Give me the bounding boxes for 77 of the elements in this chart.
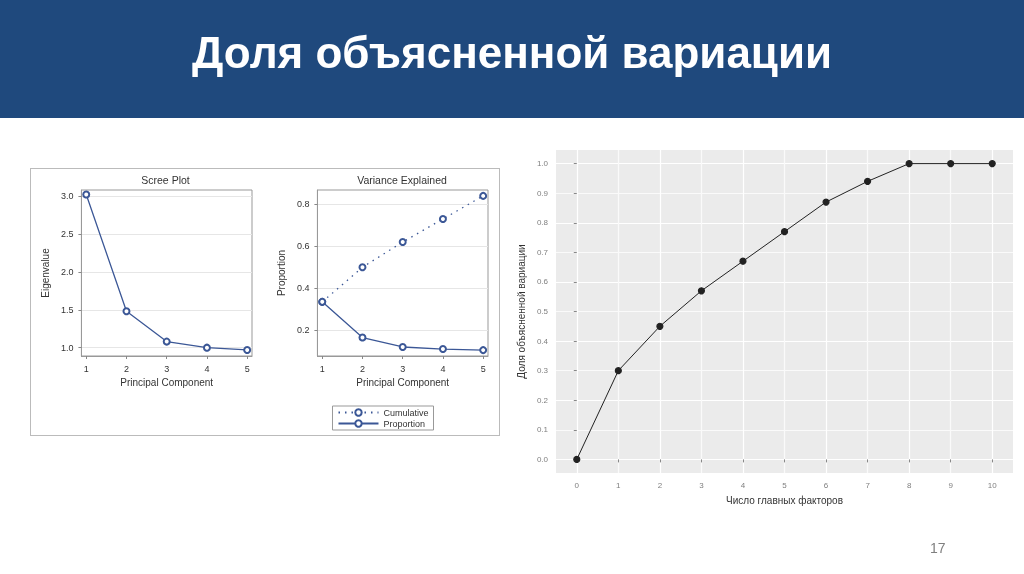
y-tick-label: 0.0 bbox=[536, 454, 549, 464]
point bbox=[988, 160, 996, 168]
x-tick-label: 4 bbox=[204, 363, 210, 374]
point bbox=[243, 345, 252, 354]
y-tick-label: 0.3 bbox=[536, 366, 549, 376]
x-tick-label: 5 bbox=[244, 363, 250, 374]
y-tick-label: 0.1 bbox=[536, 425, 549, 435]
point bbox=[122, 307, 131, 316]
point bbox=[479, 191, 488, 200]
x-tick-label: 2 bbox=[657, 480, 663, 490]
y-tick-label: 0.8 bbox=[536, 218, 549, 228]
y-tick-label: 2.5 bbox=[60, 228, 74, 239]
y-tick-label: 2.0 bbox=[60, 266, 74, 277]
point bbox=[739, 257, 747, 265]
point bbox=[822, 198, 830, 206]
x-tick-label: 10 bbox=[987, 480, 998, 490]
point bbox=[780, 228, 789, 236]
y-tick-label: 0.6 bbox=[536, 277, 549, 287]
point bbox=[573, 455, 581, 463]
y-tick-label: 1.5 bbox=[60, 304, 74, 315]
point bbox=[479, 346, 488, 355]
x-tick-label: 5 bbox=[480, 363, 486, 374]
point bbox=[864, 177, 872, 185]
y-tick-label: 0.5 bbox=[536, 307, 549, 316]
y-tick-label: 0.4 bbox=[536, 336, 549, 346]
x-axis-title: Principal Component bbox=[356, 377, 450, 389]
point bbox=[905, 160, 913, 168]
x-tick-label: 1 bbox=[83, 363, 89, 374]
y-axis-title: Proportion bbox=[275, 249, 287, 297]
x-tick-label: 3 bbox=[699, 480, 705, 490]
y-axis-title: Доля объясненной вариации bbox=[515, 244, 527, 379]
point bbox=[202, 343, 211, 352]
point bbox=[438, 214, 447, 223]
y-tick-label: 0.7 bbox=[536, 247, 549, 257]
y-tick-label: 0.8 bbox=[296, 199, 310, 210]
x-tick-label: 1 bbox=[319, 363, 325, 374]
y-tick-label: 1.0 bbox=[60, 342, 74, 353]
x-tick-label: 9 bbox=[948, 480, 954, 490]
y-tick-label: 1.0 bbox=[536, 159, 549, 169]
point bbox=[697, 287, 706, 295]
x-tick-label: 2 bbox=[123, 363, 129, 374]
point bbox=[398, 342, 407, 351]
x-axis-title: Principal Component bbox=[120, 377, 214, 389]
point bbox=[656, 322, 664, 330]
chart-title: Scree Plot bbox=[141, 173, 190, 186]
legend-label: Cumulative bbox=[383, 407, 429, 418]
y-tick-label: 0.2 bbox=[536, 395, 549, 405]
x-tick-label: 6 bbox=[823, 480, 829, 490]
y-tick-label: 3.0 bbox=[60, 191, 74, 202]
y-tick-label: 0.9 bbox=[536, 188, 549, 198]
point bbox=[358, 263, 367, 272]
x-tick-label: 2 bbox=[359, 363, 365, 374]
point bbox=[614, 367, 622, 375]
x-axis-title: Число главных факторов bbox=[726, 494, 843, 506]
chart-title: Variance Explained bbox=[357, 173, 447, 186]
x-tick-label: 4 bbox=[740, 480, 746, 490]
x-tick-label: 7 bbox=[865, 480, 871, 490]
text: 17 bbox=[930, 540, 946, 556]
x-tick-label: 3 bbox=[400, 363, 406, 374]
x-tick-label: 8 bbox=[906, 480, 912, 490]
point bbox=[438, 345, 447, 354]
point bbox=[162, 337, 171, 346]
legend-label: Proportion bbox=[383, 418, 426, 429]
x-tick-label: 4 bbox=[440, 363, 446, 374]
x-tick-label: 5 bbox=[782, 480, 788, 490]
x-tick-label: 0 bbox=[574, 480, 580, 490]
text: Доля объясненной вариации bbox=[190, 28, 833, 78]
y-axis-title: Eigenvalue bbox=[39, 247, 51, 298]
y-tick-label: 0.6 bbox=[296, 241, 310, 252]
x-tick-label: 3 bbox=[164, 363, 170, 374]
point bbox=[82, 190, 91, 199]
y-tick-label: 0.2 bbox=[296, 325, 310, 336]
y-tick-label: 0.4 bbox=[296, 283, 310, 294]
point bbox=[398, 238, 407, 247]
x-tick-label: 1 bbox=[616, 480, 622, 490]
point bbox=[947, 160, 955, 168]
point bbox=[358, 333, 367, 342]
